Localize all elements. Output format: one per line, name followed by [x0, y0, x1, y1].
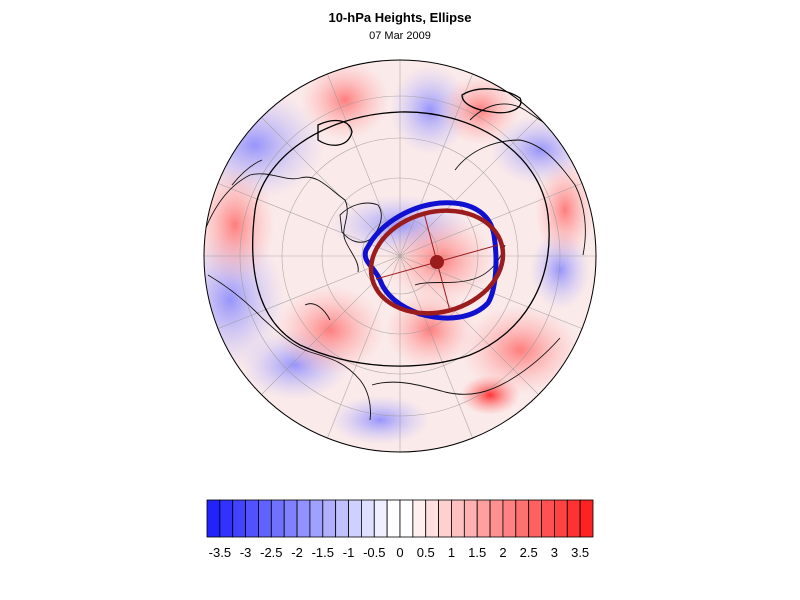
- colorbar-box: [412, 499, 427, 538]
- colorbar-box: [245, 499, 259, 538]
- map-boundary: [203, 59, 597, 453]
- colorbar-box: [463, 499, 478, 538]
- colorbar-box: [258, 499, 272, 538]
- colorbar-box: [386, 499, 401, 538]
- colorbar-ticks: -3.5 -3 -2.5 -2 -1.5 -1 -0.5 0 0.5 1 1.5 2 2.5 3 3.5: [209, 545, 590, 560]
- colorbar-tick-label: 2.5: [520, 545, 538, 560]
- colorbar-box: [206, 499, 221, 538]
- coastlines: [204, 103, 586, 421]
- colorbar-tick-label: 1.5: [468, 545, 486, 560]
- colorbar-tick-label: -1.5: [312, 545, 334, 560]
- colorbar-tick-label: -3.5: [209, 545, 231, 560]
- colorbar-box: [489, 499, 504, 538]
- colorbar-box: [283, 499, 298, 538]
- colorbar-tick-label: 3.5: [571, 545, 589, 560]
- colorbar-tick-label: 3: [551, 545, 558, 560]
- colorbar-box: [322, 499, 337, 538]
- height-contour-northeast: [461, 88, 522, 114]
- colorbar-box: [502, 499, 517, 538]
- plot-title: 10-hPa Heights, Ellipse: [328, 10, 472, 25]
- colorbar-box: [309, 499, 324, 538]
- colorbar-box: [425, 499, 440, 538]
- plot-date: 07 Mar 2009: [369, 30, 431, 42]
- colorbar-box: [438, 499, 452, 538]
- fitted-ellipse: [368, 208, 506, 316]
- colorbar-box: [579, 499, 594, 538]
- height-contours: [252, 88, 550, 367]
- colorbar-box: [451, 499, 465, 538]
- colorbar-tick-label: 0: [396, 545, 403, 560]
- colorbar-tick-label: -2: [291, 545, 303, 560]
- colorbar-tick-label: 1: [448, 545, 455, 560]
- height-contour-outer: [252, 111, 550, 367]
- colorbar-tick-label: -3: [240, 545, 252, 560]
- colorbar-box: [360, 499, 375, 538]
- colorbar-box: [554, 499, 568, 538]
- colorbar-tick-label: -2.5: [260, 545, 282, 560]
- vortex-edge-contour: [362, 200, 499, 321]
- colorbar-box: [566, 499, 581, 538]
- colorbar-box: [348, 499, 362, 538]
- colorbar-tick-label: -0.5: [363, 545, 385, 560]
- colorbar-box: [219, 499, 234, 538]
- colorbar-box: [541, 499, 555, 538]
- colorbar-tick-label: 2: [499, 545, 506, 560]
- colorbar-box: [476, 499, 491, 538]
- colorbar-boxes: [206, 499, 594, 538]
- colorbar-box: [296, 499, 311, 538]
- colorbar-box: [270, 499, 285, 538]
- colorbar-box: [232, 499, 247, 538]
- colorbar-box: [373, 499, 388, 538]
- colorbar-box: [335, 499, 349, 538]
- colorbar-box: [528, 499, 542, 538]
- colorbar-box: [399, 499, 414, 538]
- colorbar-tick-label: -1: [343, 545, 355, 560]
- graticule: [204, 60, 596, 452]
- height-contour-inner: [317, 119, 353, 146]
- colorbar-box: [515, 499, 530, 538]
- ellipse-center-marker: [430, 255, 444, 269]
- colorbar-tick-label: 0.5: [417, 545, 435, 560]
